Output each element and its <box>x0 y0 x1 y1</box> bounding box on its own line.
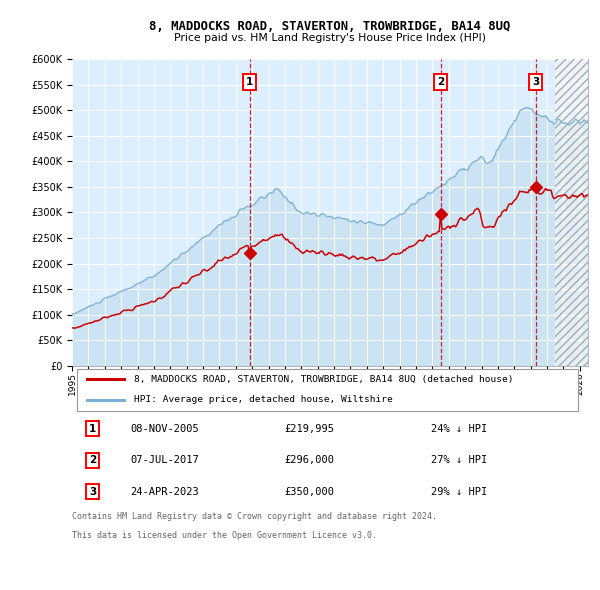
Text: 1: 1 <box>246 77 254 87</box>
Text: This data is licensed under the Open Government Licence v3.0.: This data is licensed under the Open Gov… <box>72 531 377 540</box>
Text: 3: 3 <box>89 487 96 497</box>
Text: 27% ↓ HPI: 27% ↓ HPI <box>431 455 487 465</box>
Text: 1: 1 <box>89 424 96 434</box>
Text: 8, MADDOCKS ROAD, STAVERTON, TROWBRIDGE, BA14 8UQ (detached house): 8, MADDOCKS ROAD, STAVERTON, TROWBRIDGE,… <box>134 375 514 384</box>
Bar <box>555 59 588 366</box>
Text: 3: 3 <box>532 77 539 87</box>
Text: 24% ↓ HPI: 24% ↓ HPI <box>431 424 487 434</box>
Text: 8, MADDOCKS ROAD, STAVERTON, TROWBRIDGE, BA14 8UQ: 8, MADDOCKS ROAD, STAVERTON, TROWBRIDGE,… <box>149 20 511 33</box>
Text: 2: 2 <box>437 77 445 87</box>
Text: 08-NOV-2005: 08-NOV-2005 <box>131 424 199 434</box>
Text: 07-JUL-2017: 07-JUL-2017 <box>131 455 199 465</box>
Text: HPI: Average price, detached house, Wiltshire: HPI: Average price, detached house, Wilt… <box>134 395 392 404</box>
Text: £350,000: £350,000 <box>284 487 334 497</box>
Text: 29% ↓ HPI: 29% ↓ HPI <box>431 487 487 497</box>
Text: £219,995: £219,995 <box>284 424 334 434</box>
FancyBboxPatch shape <box>77 369 578 411</box>
Text: 24-APR-2023: 24-APR-2023 <box>131 487 199 497</box>
Text: Price paid vs. HM Land Registry's House Price Index (HPI): Price paid vs. HM Land Registry's House … <box>174 34 486 43</box>
Text: £296,000: £296,000 <box>284 455 334 465</box>
Text: 2: 2 <box>89 455 96 465</box>
Text: Contains HM Land Registry data © Crown copyright and database right 2024.: Contains HM Land Registry data © Crown c… <box>72 512 437 521</box>
